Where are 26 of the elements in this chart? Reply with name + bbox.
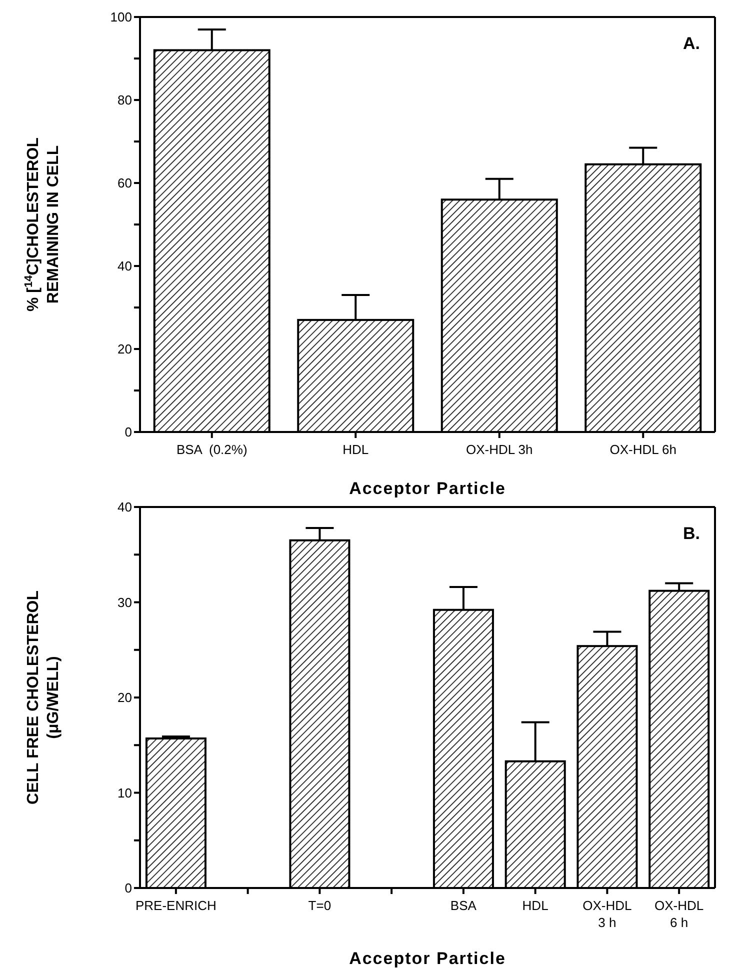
y-axis-title: CELL FREE CHOLESTEROL (μG/WELL) (25, 590, 62, 804)
x-tick-label: BSA (0.2%) (176, 442, 248, 457)
y-tick-label: 20 (118, 690, 132, 706)
x-tick-label: OX-HDL 6h (610, 442, 676, 457)
x-tick-label: OX-HDL 6 h (654, 898, 704, 930)
y-tick-label: 40 (118, 258, 132, 274)
y-tick-label: 100 (110, 10, 132, 25)
x-tick-label: OX-HDL 3h (466, 442, 533, 457)
y-tick-label: 80 (118, 92, 132, 108)
x-tick-label: BSA (450, 898, 477, 913)
x-axis-title: Acceptor Particle (349, 949, 506, 968)
x-tick-label: T=0 (308, 898, 332, 913)
y-tick-label: 0 (124, 880, 132, 896)
x-axis-title: Acceptor Particle (349, 479, 506, 498)
y-tick-label: 20 (118, 342, 132, 357)
x-tick-label: OX-HDL 3 h (582, 898, 632, 930)
y-tick-label: 40 (118, 500, 132, 515)
y-tick-label: 10 (118, 785, 132, 800)
x-tick-label: PRE-ENRICH (135, 898, 216, 913)
y-tick-label: 0 (124, 424, 132, 440)
x-tick-label: HDL (342, 442, 369, 457)
x-tick-label: HDL (522, 898, 548, 913)
annotation: A. (683, 34, 700, 54)
y-tick-label: 30 (118, 594, 132, 610)
y-tick-label: 60 (118, 176, 132, 191)
annotation: B. (683, 524, 700, 544)
